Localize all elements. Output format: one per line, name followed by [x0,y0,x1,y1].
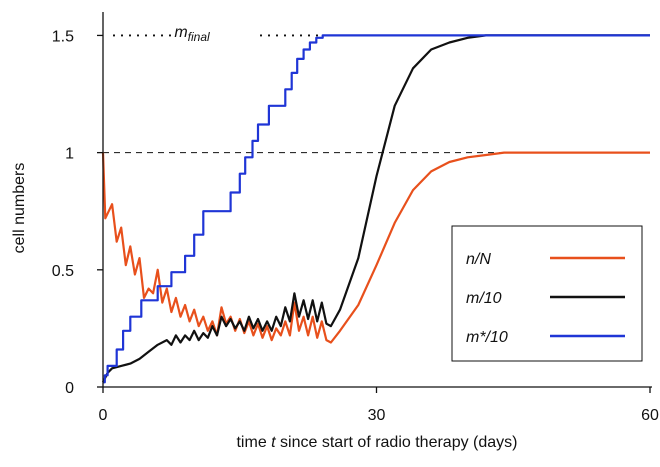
x-axis-label: time t since start of radio therapy (day… [236,434,517,451]
m-final-annotation: mfinal [174,24,210,44]
series-line-2 [102,34,650,383]
legend-label-3: m*/10 [466,329,508,346]
y-tick-label-1: 0 [65,380,74,397]
legend-label-2: m/10 [466,290,502,307]
y-tick-label-4: 1.5 [52,28,74,45]
x-tick-label-1: 0 [99,407,108,424]
reference-lines [103,34,650,154]
y-tick-label-2: 0.5 [52,263,74,280]
legend: n/N m/10 m*/10 [451,225,643,362]
series-layer [101,34,650,384]
y-tick-label-3: 1 [65,146,74,163]
x-tick-label-2: 30 [368,407,386,424]
legend-box [451,225,643,362]
x-tick-label-3: 60 [641,407,659,424]
series-line-1 [101,151,650,344]
ticks-layer: 0 0.5 1 1.5 0 30 60 [52,28,659,424]
legend-label-1: n/N [466,251,491,268]
series-line-3 [103,34,650,384]
y-axis-label: cell numbers [11,163,28,254]
